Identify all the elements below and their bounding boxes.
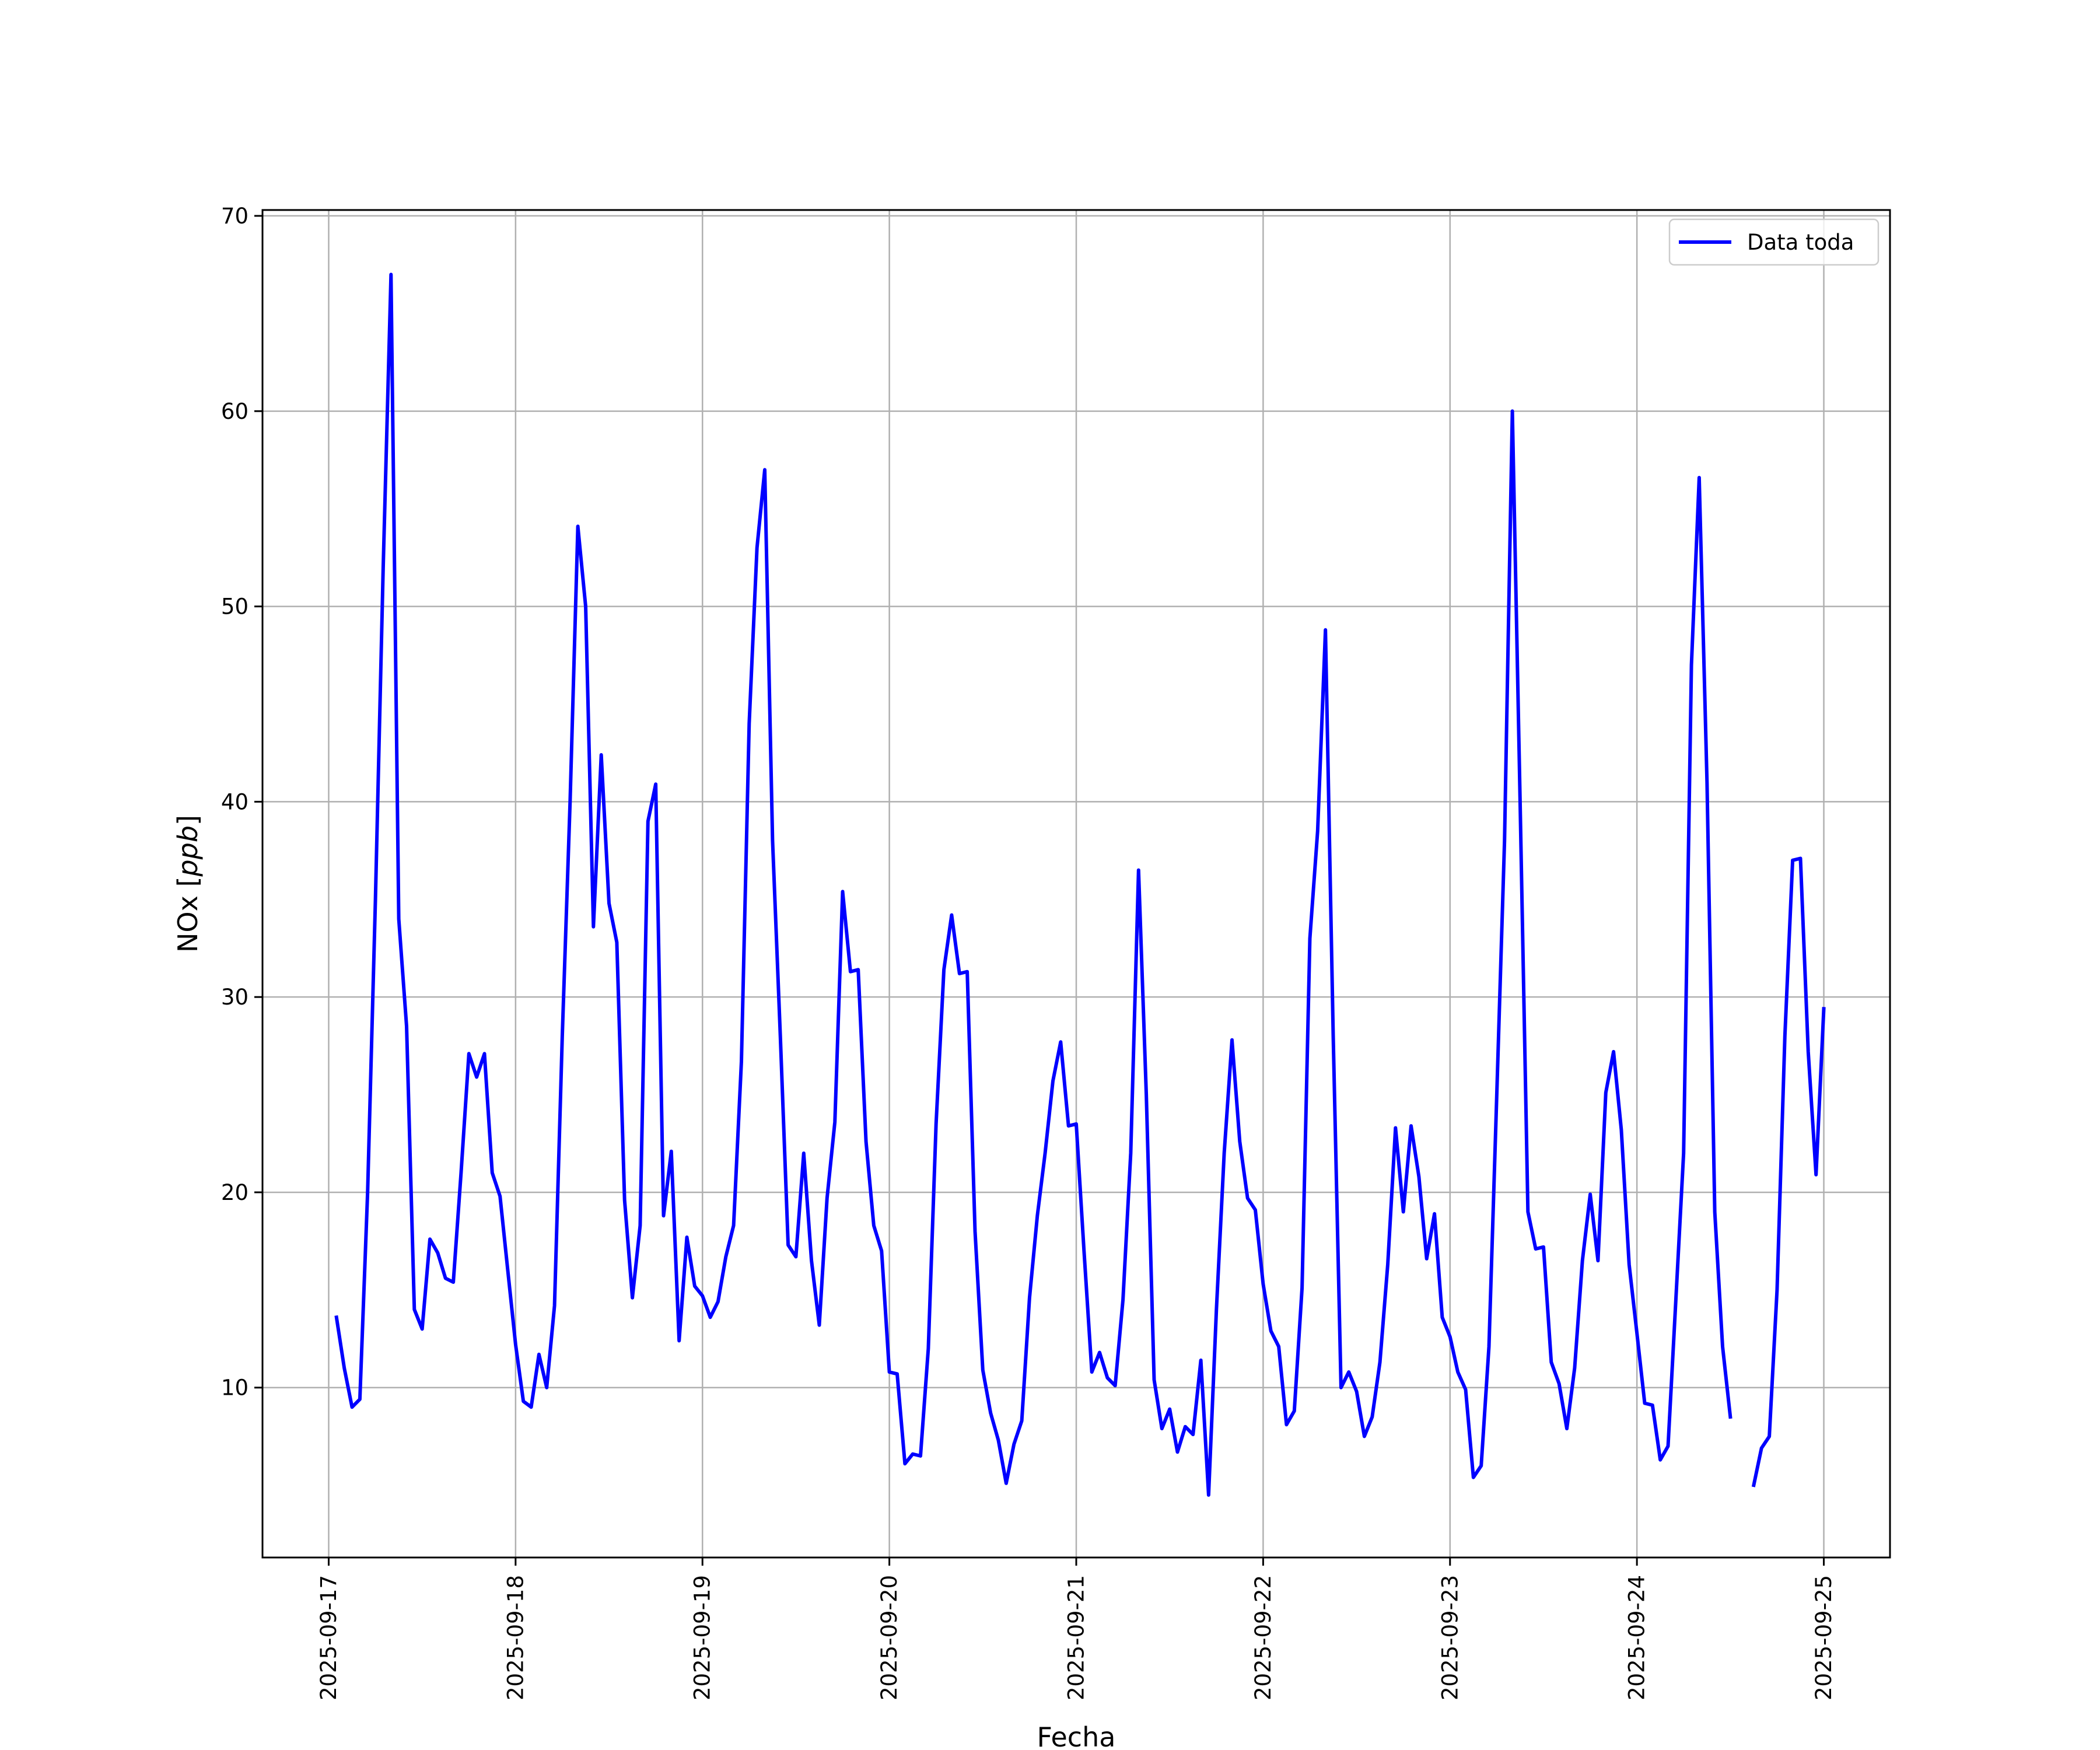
y-tick-label: 50 [221,594,249,620]
grid [262,210,1890,1558]
x-tick-label: 2025-09-20 [877,1575,902,1700]
series-line-data-toda [334,272,1826,1497]
x-tick-label: 2025-09-17 [316,1575,341,1700]
x-axis-label: Fecha [1037,1721,1116,1750]
legend-label: Data toda [1747,230,1854,255]
y-axis: 10 20 30 40 50 60 70 [221,204,262,1401]
x-tick-label: 2025-09-25 [1811,1575,1836,1700]
x-tick-label: 2025-09-18 [503,1575,528,1700]
legend-box [1668,218,1880,266]
y-tick-label: 40 [221,789,249,814]
y-axis-label: NOx [ppb] [172,815,204,953]
legend: Data toda [1668,218,1880,266]
y-tick-label: 30 [221,985,249,1010]
y-tick-label: 10 [221,1376,249,1401]
y-axis-label-main: NOx [ [172,877,204,953]
x-tick-label: 2025-09-22 [1251,1575,1276,1700]
series-layer [334,272,1826,1497]
x-axis: 2025-09-17 2025-09-18 2025-09-19 2025-09-20… [316,1558,1836,1700]
y-tick-label: 20 [221,1180,249,1205]
y-tick-label: 70 [221,204,249,229]
y-tick-label: 60 [221,399,249,424]
x-tick-label: 2025-09-21 [1064,1575,1089,1700]
y-axis-label-close: ] [172,815,204,825]
y-axis-label-unit: ppb [172,825,204,877]
x-tick-label: 2025-09-23 [1437,1575,1462,1700]
x-tick-label: 2025-09-24 [1625,1575,1650,1700]
x-tick-label: 2025-09-19 [690,1575,715,1700]
